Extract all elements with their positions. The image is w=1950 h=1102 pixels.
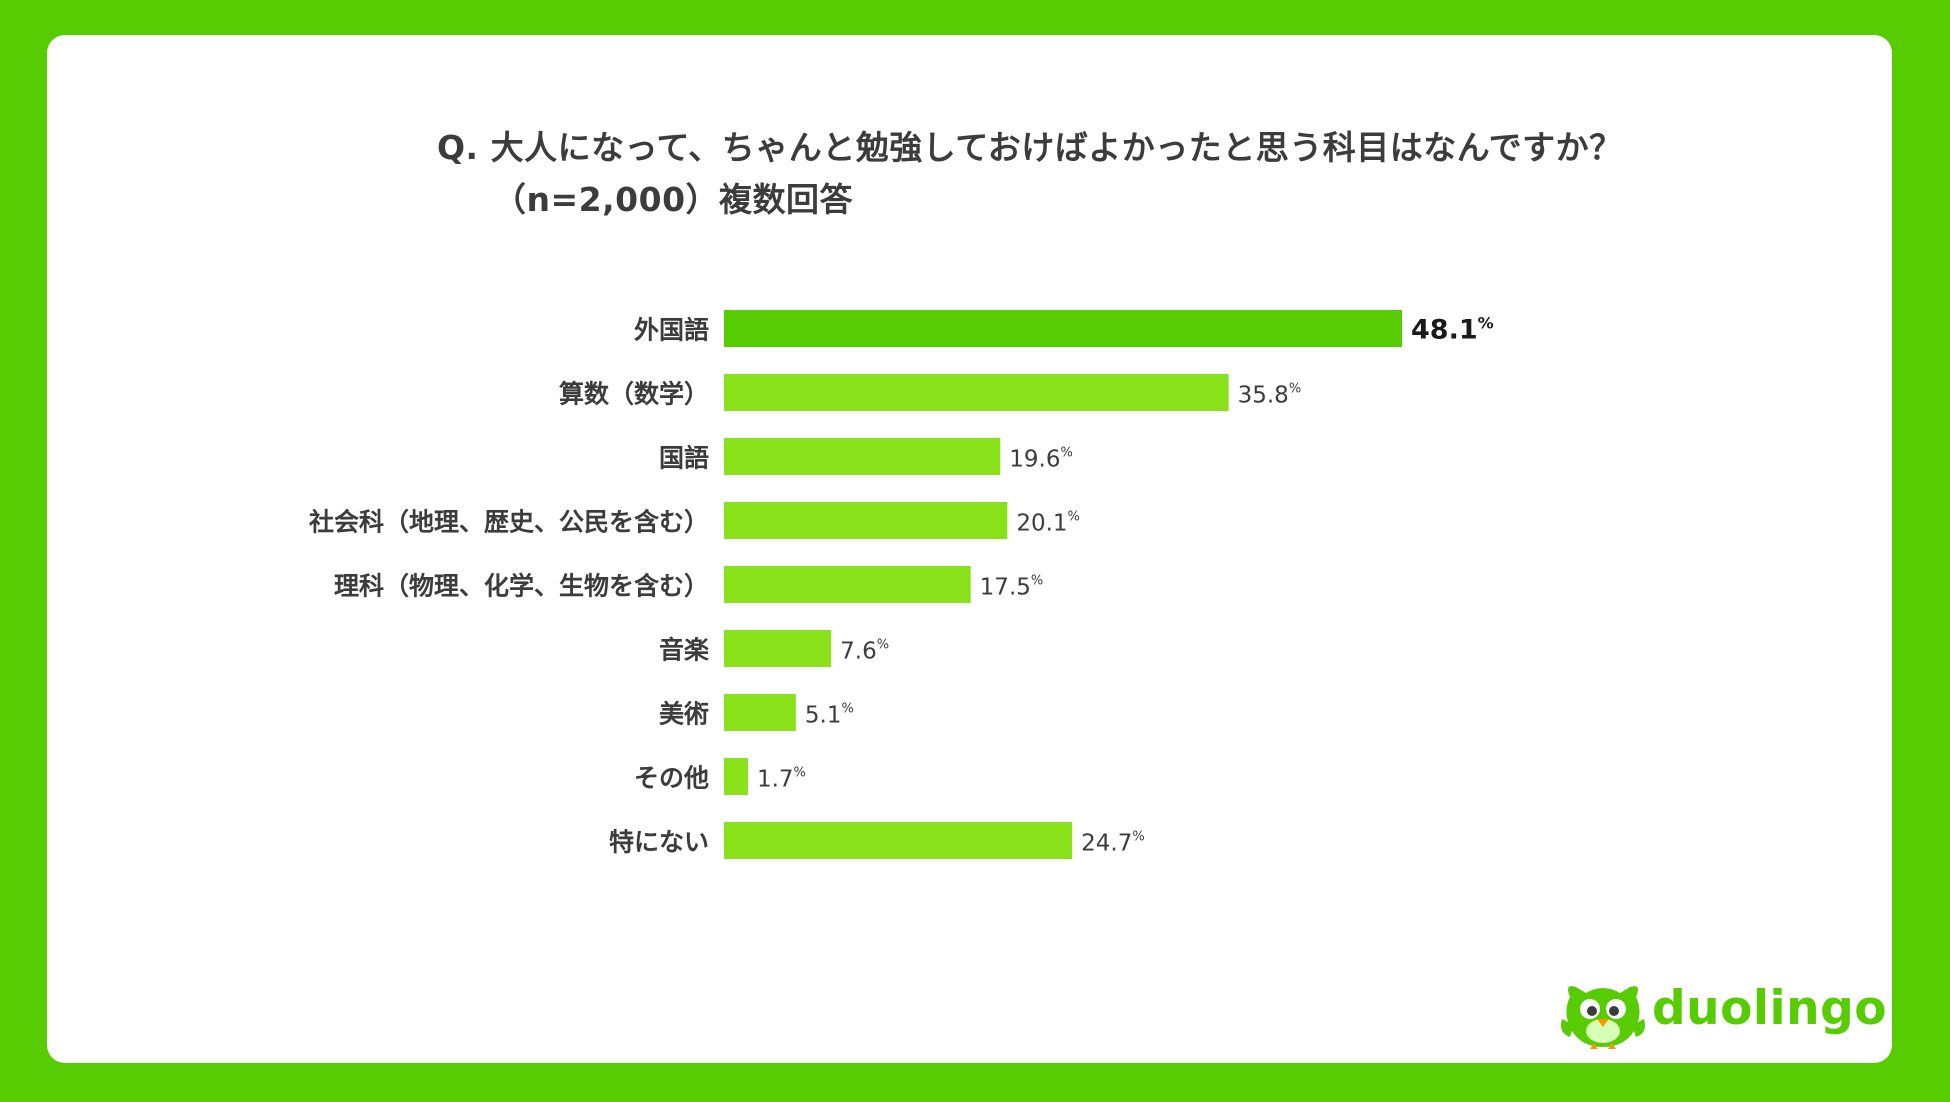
content-card xyxy=(47,35,1892,1063)
value-unit: % xyxy=(1031,574,1043,589)
value-label: 1.7% xyxy=(757,766,806,793)
logo-wordmark: duolingo xyxy=(1652,981,1888,1036)
value-unit: % xyxy=(1068,510,1080,525)
duolingo-logo: duolingo xyxy=(1560,975,1887,1055)
category-label: その他 xyxy=(634,764,709,793)
value-number: 48.1 xyxy=(1411,315,1478,346)
category-label: 特にない xyxy=(609,828,709,857)
value-label: 7.6% xyxy=(840,638,889,665)
value-label: 19.6% xyxy=(1009,446,1073,473)
category-label: 美術 xyxy=(659,700,709,729)
duo-owl-icon xyxy=(1561,986,1645,1049)
value-number: 5.1 xyxy=(805,703,842,729)
value-unit: % xyxy=(1132,830,1144,845)
title-sample-note: （n=2,000）複数回答 xyxy=(493,180,854,219)
value-unit: % xyxy=(877,638,889,653)
bar xyxy=(724,502,1008,539)
value-label: 20.1% xyxy=(1016,510,1080,537)
value-label: 48.1% xyxy=(1411,314,1494,346)
value-unit: % xyxy=(841,702,853,717)
title-question: Q. 大人になって、ちゃんと勉強しておけばよかったと思う科目はなんですか？ xyxy=(437,128,1623,167)
value-number: 17.5 xyxy=(980,575,1031,601)
bar xyxy=(724,630,832,667)
bar xyxy=(724,758,748,795)
bar xyxy=(724,566,971,603)
bar xyxy=(724,438,1001,475)
chart-title: Q. 大人になって、ちゃんと勉強しておけばよかったと思う科目はなんですか？ （n… xyxy=(437,122,1623,226)
value-label: 5.1% xyxy=(805,702,854,729)
value-number: 19.6 xyxy=(1009,447,1060,473)
category-label: 理科（物理、化学、生物を含む） xyxy=(334,572,709,601)
bar xyxy=(724,374,1229,411)
value-number: 35.8 xyxy=(1238,383,1289,409)
value-unit: % xyxy=(1289,382,1301,397)
value-label: 24.7% xyxy=(1081,830,1145,857)
category-label: 社会科（地理、歴史、公民を含む） xyxy=(309,508,709,537)
value-label: 35.8% xyxy=(1238,382,1302,409)
bar xyxy=(724,822,1073,859)
category-label: 外国語 xyxy=(634,316,709,345)
bar xyxy=(724,310,1402,347)
value-unit: % xyxy=(1478,314,1494,333)
value-label: 17.5% xyxy=(980,574,1044,601)
value-number: 20.1 xyxy=(1016,511,1067,537)
category-label: 音楽 xyxy=(659,636,710,665)
value-number: 7.6 xyxy=(840,639,877,665)
value-number: 1.7 xyxy=(757,767,794,793)
value-number: 24.7 xyxy=(1081,831,1132,857)
value-unit: % xyxy=(794,766,806,781)
category-label: 算数（数学） xyxy=(559,380,709,409)
bar xyxy=(724,694,796,731)
value-unit: % xyxy=(1060,446,1072,461)
category-label: 国語 xyxy=(659,444,709,473)
